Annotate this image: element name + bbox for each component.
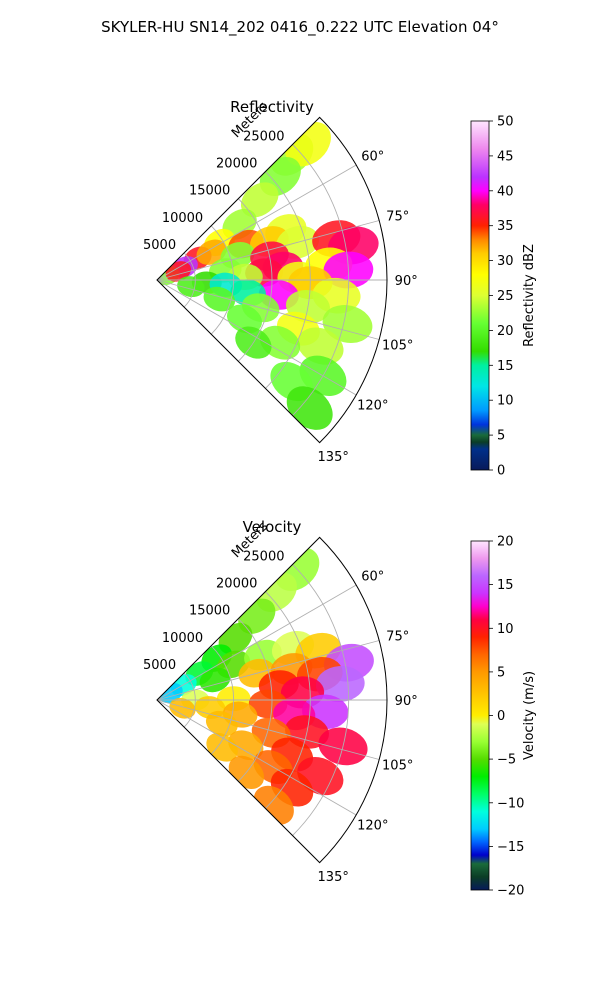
colorbar-tick-label: 15	[497, 359, 514, 374]
colorbar-tick-label: 45	[497, 149, 514, 164]
radar-cell	[165, 261, 191, 282]
radar-cell	[196, 239, 227, 265]
colorbar-tick-label: 20	[497, 535, 514, 550]
velocity-sector: 5000 10000 15000 20000 25000 60° 75° 90° 105° 120…	[143, 519, 418, 885]
radar-cell	[205, 710, 238, 737]
colorbar-tick-label: 35	[497, 219, 514, 234]
azimuth-spoke	[156, 584, 357, 701]
colorbar-tick-label: 0	[497, 464, 505, 479]
radar-cell	[322, 305, 373, 343]
velocity-panel: Velocity 5000 10000 15000 20000 25000 60° 75° 9…	[143, 518, 537, 899]
colorbar-tick-label: −15	[497, 840, 524, 855]
radar-cell	[169, 698, 196, 719]
colorbar-label: Velocity (m/s)	[522, 671, 537, 760]
radar-cell	[203, 286, 236, 312]
colorbar-tick-label: 50	[497, 115, 514, 130]
azimuth-spoke	[156, 699, 380, 760]
colorbar-gradient	[470, 540, 490, 891]
radar-cell	[315, 665, 365, 703]
range-tick-label: 20000	[216, 577, 257, 592]
range-tick-label: 15000	[189, 604, 230, 619]
azimuth-label: 75°	[386, 630, 409, 645]
colorbar-gradient	[470, 120, 490, 471]
figure-suptitle: SKYLER-HU SN14_202 0416_0.222 UTC Elevat…	[101, 18, 499, 37]
colorbar-tick-label: 20	[497, 324, 514, 339]
range-tick-label: 25000	[243, 130, 284, 145]
reflectivity-colorbar: 0 5 10 15 20 25 30 35 40 45 50 Reflectivity dBZ	[470, 115, 537, 479]
colorbar-tick-label: 5	[497, 665, 505, 680]
azimuth-label: 135°	[318, 450, 349, 465]
azimuth-spoke	[156, 699, 357, 816]
azimuth-spoke	[156, 164, 357, 281]
range-tick-label: 25000	[243, 550, 284, 565]
radar-cell	[297, 327, 344, 365]
range-tick-label: 5000	[143, 238, 176, 253]
reflectivity-panel: Reflectivity 5000 10000 15000 20000 25000 60°…	[143, 98, 537, 479]
azimuth-label: 60°	[361, 569, 384, 584]
sector-outline	[156, 116, 388, 444]
range-tick-label: 15000	[189, 184, 230, 199]
colorbar-tick-label: −10	[497, 796, 524, 811]
radar-cell	[206, 732, 238, 762]
colorbar-tick-label: −20	[497, 884, 524, 899]
colorbar-tick-label: 10	[497, 394, 514, 409]
radar-data-layer	[158, 547, 374, 825]
radar-cell	[286, 386, 333, 430]
colorbar-tick-label: 40	[497, 184, 514, 199]
reflectivity-title: Reflectivity	[230, 98, 314, 116]
range-tick-label: 5000	[143, 658, 176, 673]
reflectivity-sector: 5000 10000 15000 20000 25000 60° 75° 90° 105° 120…	[143, 99, 418, 465]
colorbar-label: Reflectivity dBZ	[522, 244, 537, 347]
azimuth-label: 120°	[357, 819, 388, 834]
azimuth-label: 105°	[382, 759, 413, 774]
azimuth-spoke	[156, 279, 357, 396]
azimuth-label: 75°	[386, 210, 409, 225]
range-tick-label: 20000	[216, 157, 257, 172]
azimuth-label: 105°	[382, 339, 413, 354]
azimuth-label: 60°	[361, 149, 384, 164]
azimuth-spoke	[156, 220, 380, 281]
velocity-title: Velocity	[243, 518, 302, 536]
radar-cell	[177, 276, 205, 298]
range-tick-label: 10000	[162, 631, 203, 646]
radar-cell	[240, 182, 279, 218]
azimuth-spoke	[156, 640, 380, 701]
colorbar-tick-label: 30	[497, 254, 514, 269]
colorbar-tick-label: 25	[497, 289, 514, 304]
radar-cell	[226, 304, 263, 334]
azimuth-label: 90°	[395, 274, 418, 289]
colorbar-tick-label: 15	[497, 578, 514, 593]
range-tick-label: 10000	[162, 211, 203, 226]
azimuth-label: 135°	[318, 870, 349, 885]
azimuth-spoke	[156, 279, 380, 340]
colorbar-tick-label: 5	[497, 429, 505, 444]
velocity-colorbar: −20 −15 −10 −5 0 5 10 15 20 Velocity (m/s)	[470, 535, 537, 899]
azimuth-label: 120°	[357, 399, 388, 414]
sector-outline	[156, 536, 388, 864]
colorbar-tick-label: −5	[497, 753, 516, 768]
colorbar-tick-label: 0	[497, 709, 505, 724]
azimuth-label: 90°	[395, 694, 418, 709]
colorbar-tick-label: 10	[497, 622, 514, 637]
